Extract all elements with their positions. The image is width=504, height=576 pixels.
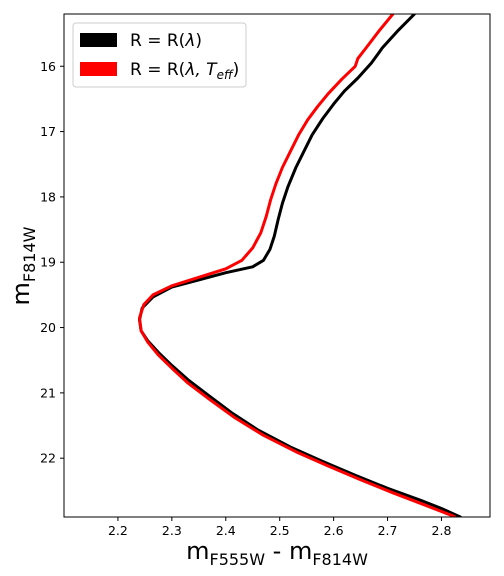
x-tick-label: 2.2: [108, 523, 128, 538]
legend: R = R(λ) R = R(λ, Teff): [72, 22, 247, 88]
y-axis-ticks: 16 17 18 19 20 21 22: [40, 59, 64, 466]
x-tick-label: 2.3: [162, 523, 182, 538]
legend-label-red-main: R = R(: [130, 60, 185, 80]
y-tick-label: 18: [40, 189, 56, 204]
series-line-0: [138, 14, 462, 517]
legend-label-black: R = R(λ): [130, 31, 202, 51]
legend-label-red-sub: eff: [217, 68, 234, 82]
x-tick-label: 2.4: [216, 523, 236, 538]
legend-label-red-lambda: λ, T: [184, 60, 218, 80]
x-axis-label: mF555W - mF814W: [186, 537, 368, 569]
x-tick-label: 2.8: [432, 523, 452, 538]
y-label-main: m: [7, 282, 35, 305]
plot-frame: [63, 13, 491, 518]
x-label-sub2: F814W: [312, 550, 368, 569]
y-tick-label: 21: [40, 385, 56, 400]
x-label-sub1: F555W: [209, 550, 265, 569]
legend-label-red: R = R(λ, Teff): [130, 60, 239, 82]
series-line-1: [138, 14, 457, 517]
x-label-sep: - m: [265, 537, 312, 565]
x-tick-label: 2.6: [324, 523, 344, 538]
x-tick-label: 2.5: [270, 523, 290, 538]
y-tick-label: 20: [40, 320, 56, 335]
y-tick-label: 16: [40, 59, 56, 74]
y-label-sub: F814W: [20, 226, 39, 282]
series-group: [138, 14, 462, 517]
y-axis-label: mF814W: [7, 226, 39, 305]
legend-label-red-close: ): [233, 60, 240, 80]
x-axis-ticks: 2.2 2.3 2.4 2.5 2.6 2.7 2.8: [108, 517, 451, 538]
legend-label-black-close: ): [195, 31, 202, 51]
x-label-main: m: [186, 537, 209, 565]
y-tick-label: 17: [40, 124, 56, 139]
legend-swatch-black: [80, 33, 117, 47]
legend-label-black-lambda: λ: [184, 31, 195, 51]
x-tick-label: 2.7: [378, 523, 398, 538]
y-tick-label: 22: [40, 451, 56, 466]
legend-swatch-red: [80, 62, 117, 76]
legend-label-black-main: R = R(: [130, 31, 185, 51]
y-tick-label: 19: [40, 255, 56, 270]
